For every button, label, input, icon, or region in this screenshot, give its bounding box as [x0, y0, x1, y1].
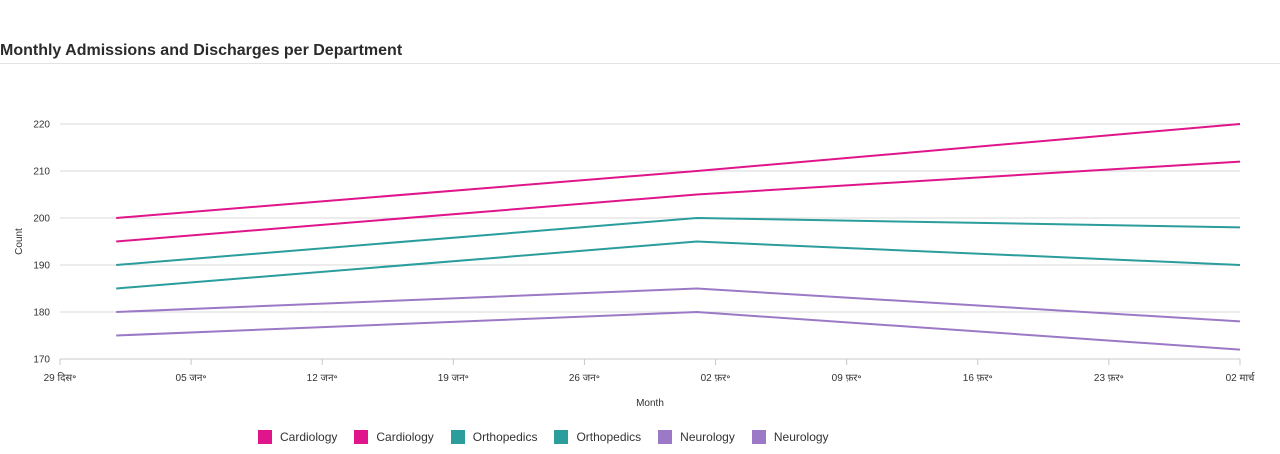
series-line-5 — [116, 287, 1241, 323]
legend-item[interactable]: Neurology — [751, 430, 829, 444]
legend-item[interactable]: Orthopedics — [450, 430, 538, 444]
x-tick-label: 23 फ़र॰ — [1094, 373, 1124, 384]
series-line-2 — [116, 160, 1241, 243]
legend-item[interactable]: Neurology — [658, 430, 735, 444]
y-tick-label: 210 — [33, 167, 50, 178]
series-line-3 — [116, 217, 1241, 266]
y-tick-label: 170 — [33, 355, 50, 366]
legend-label: Neurology — [773, 430, 829, 444]
y-axis-title: Count — [14, 228, 25, 255]
legend-item[interactable]: Orthopedics — [554, 430, 641, 444]
x-tick-label: 02 फ़र॰ — [701, 373, 731, 384]
legend-swatch — [354, 430, 369, 444]
legend-label: Orthopedics — [576, 430, 642, 444]
chart-title: Monthly Admissions and Discharges per De… — [0, 42, 403, 59]
series-line-4 — [116, 240, 1241, 290]
legend-swatch — [751, 430, 766, 444]
y-tick-label: 200 — [33, 214, 50, 225]
series-line-1 — [116, 123, 1241, 219]
x-tick-label: 02 मार्च — [1226, 372, 1256, 384]
x-tick-label: 12 जन॰ — [307, 373, 338, 384]
x-tick-label: 26 जन॰ — [569, 373, 600, 384]
x-tick-label: 05 जन॰ — [176, 373, 207, 384]
legend-label: Orthopedics — [472, 430, 538, 444]
legend-swatch — [258, 430, 272, 444]
legend-swatch — [554, 430, 569, 444]
title-divider — [0, 63, 1280, 64]
series-line-6 — [116, 311, 1241, 351]
legend-label: Cardiology — [376, 430, 434, 444]
legend-swatch — [450, 430, 465, 444]
x-tick-label: 09 फ़र॰ — [832, 373, 862, 384]
y-tick-label: 190 — [33, 261, 50, 272]
x-tick-label: 19 जन॰ — [438, 373, 469, 384]
legend-label: Cardiology — [280, 430, 338, 444]
legend-item[interactable]: Cardiology — [354, 430, 434, 444]
x-axis-title: Month — [636, 398, 664, 409]
x-tick-label: 16 फ़र॰ — [963, 373, 993, 384]
y-tick-label: 220 — [33, 120, 50, 131]
chart-legend: Cardiology Cardiology Orthopedics Orthopedi… — [258, 430, 846, 444]
y-tick-label: 180 — [33, 308, 50, 319]
legend-item[interactable]: Cardiology — [258, 430, 337, 444]
x-tick-label: 29 दिस॰ — [44, 372, 77, 384]
legend-swatch — [658, 430, 673, 444]
legend-label: Neurology — [680, 430, 735, 444]
